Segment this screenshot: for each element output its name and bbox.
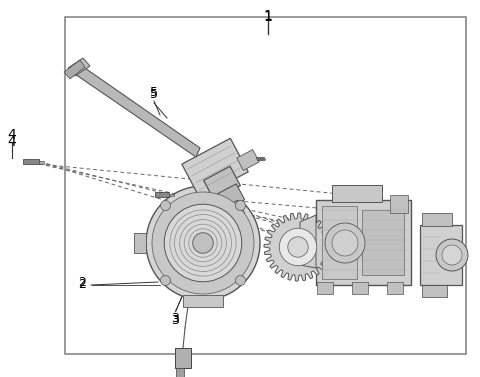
Text: 2: 2	[78, 276, 86, 290]
Circle shape	[442, 245, 462, 265]
Text: 5: 5	[150, 89, 158, 101]
Text: 3: 3	[171, 311, 179, 325]
Bar	[387, 282, 403, 294]
Text: 1: 1	[264, 10, 273, 24]
Bar	[134, 233, 146, 253]
Bar	[39, 161, 44, 164]
Bar	[362, 210, 404, 275]
Bar	[332, 185, 382, 202]
Circle shape	[152, 192, 254, 294]
Polygon shape	[237, 150, 259, 170]
Polygon shape	[182, 138, 248, 198]
Bar	[316, 200, 411, 285]
Text: 4: 4	[8, 135, 16, 149]
Polygon shape	[261, 157, 264, 161]
Circle shape	[146, 186, 260, 300]
Circle shape	[193, 233, 213, 253]
Text: 4: 4	[8, 128, 16, 142]
Bar	[352, 282, 368, 294]
Circle shape	[279, 228, 317, 266]
Polygon shape	[72, 66, 200, 157]
Text: 5: 5	[449, 241, 457, 253]
Circle shape	[288, 237, 308, 257]
Text: 5: 5	[150, 86, 158, 98]
Bar	[317, 282, 333, 294]
Polygon shape	[263, 157, 265, 161]
Text: 3: 3	[171, 314, 179, 326]
Bar	[183, 295, 223, 307]
Polygon shape	[258, 157, 262, 161]
Bar	[65, 17, 466, 354]
Polygon shape	[205, 184, 245, 216]
Text: 2: 2	[78, 279, 86, 291]
Circle shape	[332, 230, 358, 256]
Bar	[420, 225, 462, 285]
Bar	[155, 192, 169, 197]
Polygon shape	[204, 166, 240, 200]
Bar	[422, 213, 452, 226]
Bar	[169, 193, 174, 196]
Circle shape	[436, 239, 468, 271]
Text: 1: 1	[264, 9, 273, 23]
Text: 5: 5	[449, 242, 457, 254]
Polygon shape	[300, 215, 316, 268]
Bar	[322, 206, 357, 279]
Bar	[390, 195, 408, 213]
Circle shape	[236, 201, 245, 210]
Polygon shape	[64, 60, 85, 79]
Bar	[176, 368, 184, 377]
Bar	[23, 159, 39, 164]
Polygon shape	[211, 200, 245, 228]
Polygon shape	[264, 213, 332, 281]
Polygon shape	[68, 58, 90, 76]
Circle shape	[325, 223, 365, 263]
Bar	[422, 285, 447, 297]
Circle shape	[160, 201, 170, 210]
Polygon shape	[256, 157, 260, 161]
Circle shape	[160, 276, 170, 285]
Circle shape	[236, 276, 245, 285]
Bar	[175, 348, 191, 368]
Circle shape	[164, 204, 242, 282]
